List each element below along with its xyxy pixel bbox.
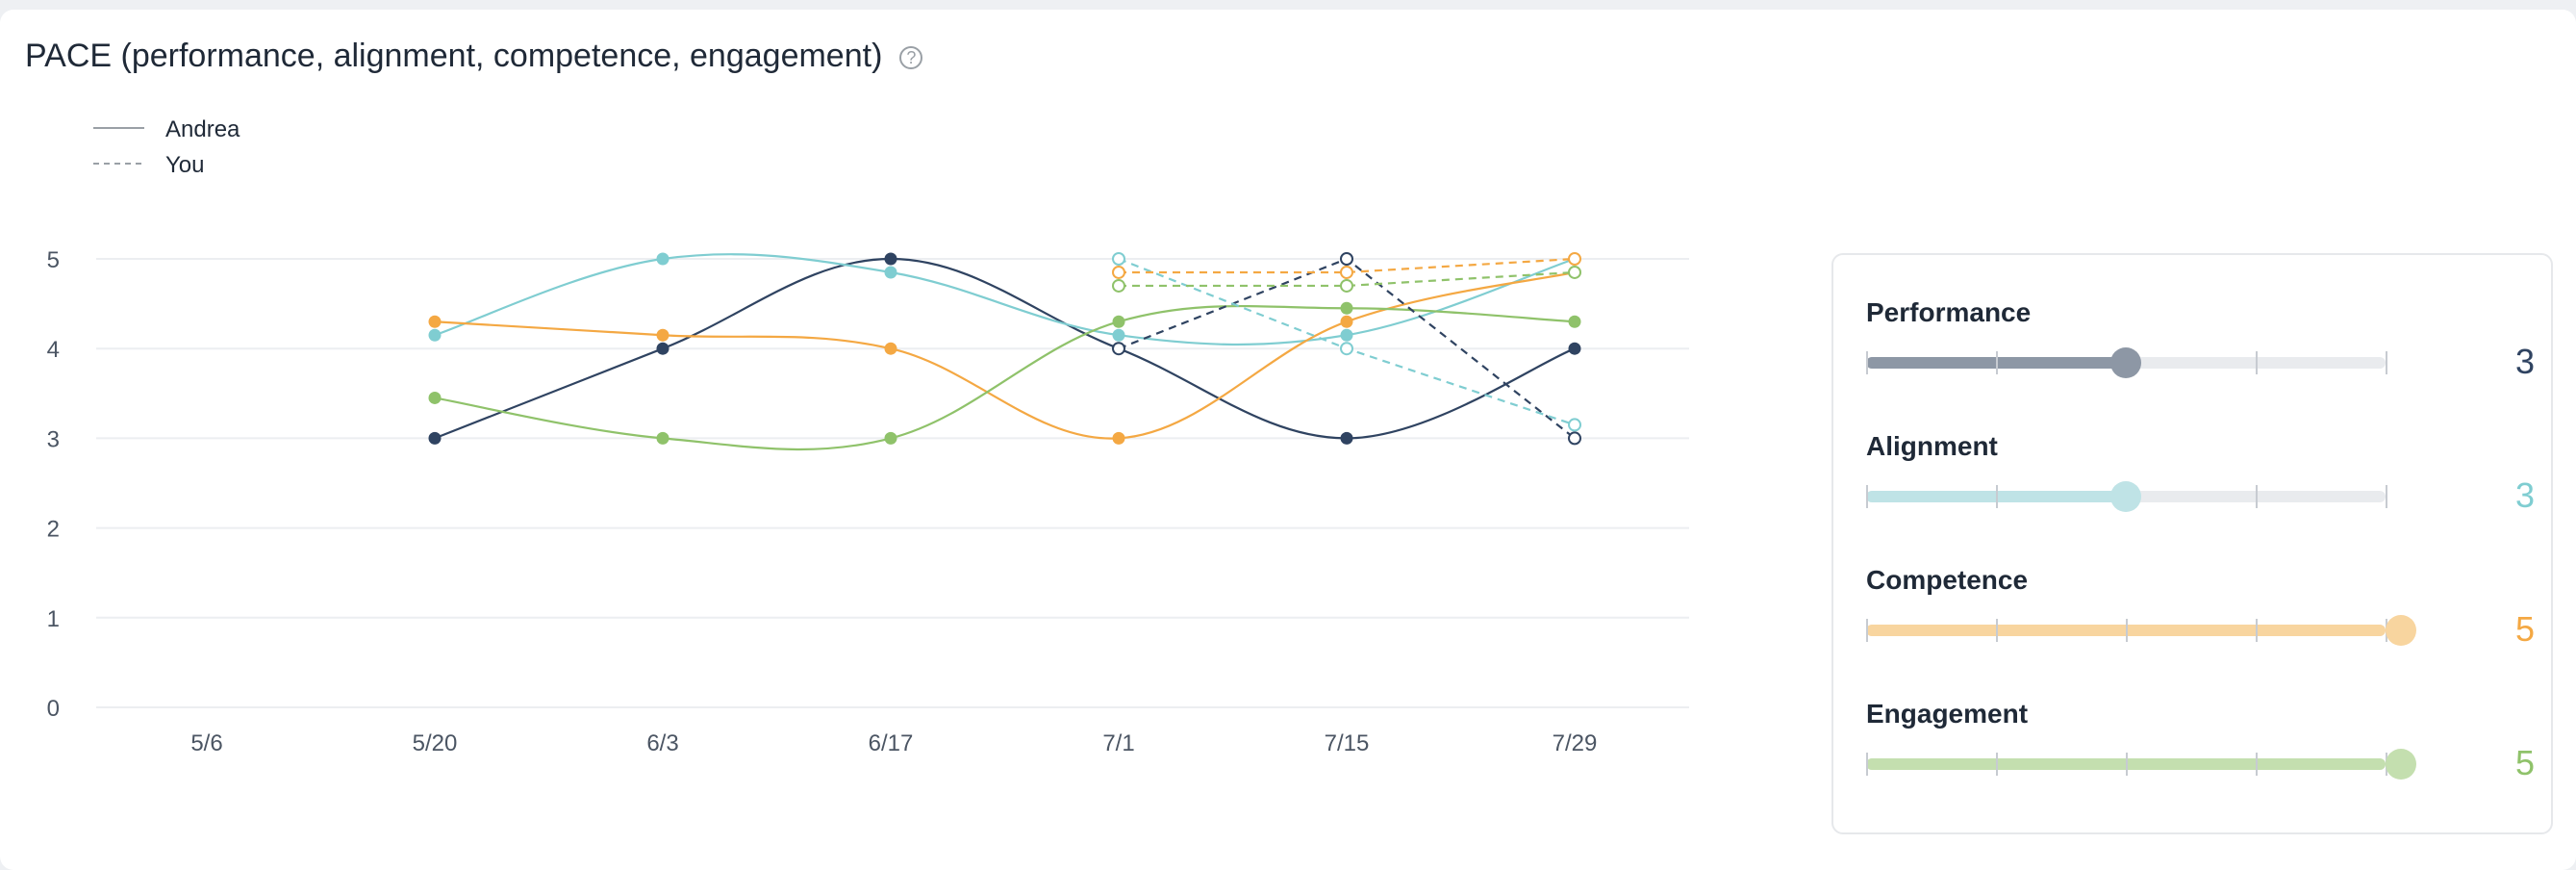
series-line-competence-andrea xyxy=(434,270,1576,440)
data-point-performance-andrea xyxy=(1568,342,1581,355)
slider-row-performance: Performance 3 xyxy=(1866,297,2535,413)
y-tick-label: 0 xyxy=(47,696,60,722)
x-tick-label: 6/3 xyxy=(646,730,678,756)
data-point-engagement-andrea xyxy=(1340,301,1353,315)
data-point-engagement-andrea xyxy=(1112,315,1125,328)
slider-value-engagement: 5 xyxy=(2514,743,2536,782)
slider-tick xyxy=(1996,753,1998,776)
data-point-performance-andrea xyxy=(1340,431,1353,445)
data-point-competence-andrea xyxy=(656,328,669,342)
slider-tick xyxy=(2256,619,2258,642)
data-point-competence-andrea xyxy=(1340,315,1353,328)
data-point-performance-andrea xyxy=(656,342,669,355)
slider-knob-engagement[interactable] xyxy=(2386,749,2416,780)
data-point-alignment-andrea xyxy=(1340,328,1353,342)
series-line-alignment-andrea xyxy=(434,253,1576,346)
data-point-alignment-andrea xyxy=(656,252,669,266)
series-line-engagement-andrea xyxy=(434,304,1576,451)
y-tick-label: 4 xyxy=(47,337,60,363)
slider-tick xyxy=(2256,753,2258,776)
slider-tick xyxy=(2386,485,2387,508)
slider-value-competence: 5 xyxy=(2514,609,2536,649)
slider-tick xyxy=(1996,485,1998,508)
slider-knob-alignment[interactable] xyxy=(2110,481,2141,512)
pace-title-row: PACE (performance, alignment, competence… xyxy=(25,35,923,77)
data-point-performance-you xyxy=(1112,342,1125,356)
slider-value-performance: 3 xyxy=(2514,342,2536,381)
x-tick-label: 7/29 xyxy=(1553,730,1598,756)
x-tick-label: 7/15 xyxy=(1325,730,1370,756)
data-point-alignment-andrea xyxy=(1112,328,1125,342)
slider-track-performance[interactable] xyxy=(1866,347,2387,378)
slider-tick xyxy=(2256,485,2258,508)
slider-tick xyxy=(2126,753,2128,776)
x-tick-label: 7/1 xyxy=(1102,730,1134,756)
slider-track-competence[interactable] xyxy=(1866,615,2416,646)
data-point-engagement-andrea xyxy=(1568,315,1581,328)
y-tick-label: 3 xyxy=(47,426,60,452)
slider-label-competence: Competence xyxy=(1866,565,2029,595)
series-line-competence-you xyxy=(1119,257,1576,274)
slider-knob-competence[interactable] xyxy=(2386,615,2416,646)
data-point-alignment-andrea xyxy=(884,266,897,279)
data-point-performance-you xyxy=(1340,252,1353,266)
series-line-performance-andrea xyxy=(434,257,1576,440)
slider-label-alignment: Alignment xyxy=(1866,431,1998,461)
slider-label-performance: Performance xyxy=(1866,297,2032,327)
question-circle-icon[interactable]: ? xyxy=(899,46,923,69)
slider-tick xyxy=(2256,351,2258,374)
legend-label-andrea: Andrea xyxy=(165,116,240,142)
y-tick-label: 1 xyxy=(47,606,60,632)
data-point-competence-andrea xyxy=(1112,431,1125,445)
slider-tick xyxy=(1866,351,1868,374)
y-tick-label: 2 xyxy=(47,517,60,543)
data-point-engagement-andrea xyxy=(884,431,897,445)
series-line-engagement-you xyxy=(1119,270,1576,288)
data-point-alignment-you xyxy=(1340,342,1353,356)
slider-tick xyxy=(1996,619,1998,642)
data-point-alignment-you xyxy=(1568,418,1581,432)
y-tick-label: 5 xyxy=(47,247,60,273)
data-point-engagement-you xyxy=(1112,278,1125,293)
slider-row-alignment: Alignment 3 xyxy=(1866,431,2535,547)
data-point-competence-you xyxy=(1112,265,1125,279)
data-point-alignment-andrea xyxy=(428,328,442,342)
data-point-competence-andrea xyxy=(884,342,897,355)
slider-tick xyxy=(2126,619,2128,642)
slider-track-engagement[interactable] xyxy=(1866,749,2416,780)
pace-line-chart: 0 1 2 3 4 5 5/6 5/20 6/3 6/17 7/1 7/15 7/29 Andrea You xyxy=(47,116,1689,756)
data-point-performance-andrea xyxy=(884,252,897,266)
slider-tick xyxy=(2386,351,2387,374)
slider-tick xyxy=(1866,619,1868,642)
slider-track-alignment[interactable] xyxy=(1866,481,2387,512)
data-point-engagement-you xyxy=(1340,278,1353,293)
slider-label-engagement: Engagement xyxy=(1866,699,2029,729)
slider-tick xyxy=(1866,485,1868,508)
data-point-engagement-andrea xyxy=(656,431,669,445)
data-point-engagement-you xyxy=(1568,265,1581,279)
legend-label-you: You xyxy=(165,152,205,178)
pace-sliders-card: Performance 3 Alignment 3 Competence 5 E… xyxy=(1831,253,2553,834)
slider-row-competence: Competence 5 xyxy=(1866,565,2535,680)
data-point-competence-you xyxy=(1340,265,1353,279)
x-tick-label: 6/17 xyxy=(869,730,914,756)
data-point-performance-you xyxy=(1568,431,1581,446)
slider-tick xyxy=(1996,351,1998,374)
data-point-performance-andrea xyxy=(428,431,442,445)
data-point-alignment-you xyxy=(1112,252,1125,266)
page-title: PACE (performance, alignment, competence… xyxy=(25,37,883,74)
x-tick-label: 5/20 xyxy=(413,730,458,756)
data-point-engagement-andrea xyxy=(428,391,442,404)
slider-row-engagement: Engagement 5 xyxy=(1866,699,2535,814)
data-point-competence-you xyxy=(1568,252,1581,266)
data-point-competence-andrea xyxy=(428,315,442,328)
slider-value-alignment: 3 xyxy=(2514,475,2536,515)
slider-tick xyxy=(1866,753,1868,776)
x-tick-label: 5/6 xyxy=(190,730,222,756)
slider-knob-performance[interactable] xyxy=(2110,347,2141,378)
